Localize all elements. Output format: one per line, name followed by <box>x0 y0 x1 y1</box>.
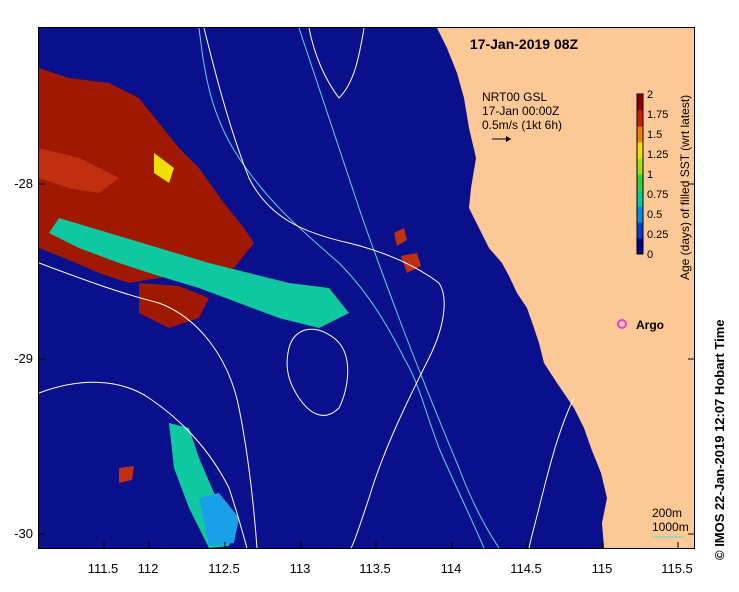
isobath-200m <box>198 28 485 548</box>
svg-text:200m: 200m <box>652 506 682 520</box>
x-tick-label: 114 <box>441 561 462 576</box>
map-panel[interactable]: 17-Jan-2019 08Z NRT00 GSL 17-Jan 00:00Z … <box>38 27 695 549</box>
axis-ticks <box>39 183 694 548</box>
y-tick-label: -30 <box>14 526 33 541</box>
svg-text:17-Jan 00:00Z: 17-Jan 00:00Z <box>482 104 559 118</box>
svg-text:1000m: 1000m <box>652 520 689 534</box>
sst-age-patches <box>39 68 421 548</box>
land-mass <box>437 28 694 548</box>
colorbar-segment <box>637 222 643 239</box>
colorbar-segment <box>637 142 643 159</box>
colorbar-tick-label: 0.5 <box>647 209 662 221</box>
colorbar-segment <box>637 190 643 207</box>
colorbar-tick-label: 1 <box>647 169 653 181</box>
y-tick-label: -28 <box>14 176 33 191</box>
colorbar-tick-label: 0.25 <box>647 229 668 241</box>
colorbar: 0 0.25 0.5 0.75 1 1.25 1.5 1.75 2 <box>636 89 668 261</box>
colorbar-segment <box>637 126 643 143</box>
map-title: 17-Jan-2019 08Z <box>470 36 579 52</box>
y-tick-label: -29 <box>14 351 33 366</box>
x-tick-label: 112 <box>138 561 159 576</box>
colorbar-segment <box>637 206 643 223</box>
colorbar-tick-label: 1.5 <box>647 129 662 141</box>
argo-marker[interactable]: Argo <box>617 318 664 332</box>
x-tick-label: 113.5 <box>359 561 391 576</box>
svg-text:Argo: Argo <box>636 318 664 332</box>
credit-text: © IMOS 22-Jan-2019 12:07 Hobart Time <box>712 319 727 560</box>
colorbar-tick-label: 0.75 <box>647 189 668 201</box>
colorbar-label: Age (days) of filled SST (wrt latest) <box>678 95 692 280</box>
bathymetry-legend: 200m 1000m <box>652 506 689 538</box>
colorbar-segment <box>637 94 643 111</box>
x-tick-label: 115 <box>592 561 613 576</box>
ssh-contours <box>39 28 575 548</box>
colorbar-segment <box>637 238 643 255</box>
colorbar-tick-label: 1.25 <box>647 149 668 161</box>
colorbar-tick-label: 1.75 <box>647 109 668 121</box>
svg-text:0.5m/s (1kt 6h): 0.5m/s (1kt 6h) <box>482 118 562 132</box>
sst-map: 17-Jan-2019 08Z NRT00 GSL 17-Jan 00:00Z … <box>39 28 694 548</box>
colorbar-tick-label: 2 <box>647 89 653 101</box>
svg-text:NRT00 GSL: NRT00 GSL <box>482 90 547 104</box>
x-tick-label: 114.5 <box>510 561 542 576</box>
colorbar-segment <box>637 174 643 191</box>
x-tick-label: 113 <box>290 561 311 576</box>
x-tick-label: 115.5 <box>661 561 693 576</box>
colorbar-tick-label: 0 <box>647 249 653 261</box>
current-legend: NRT00 GSL 17-Jan 00:00Z 0.5m/s (1kt 6h) <box>482 90 562 142</box>
x-tick-label: 112.5 <box>208 561 240 576</box>
colorbar-segment <box>637 110 643 127</box>
colorbar-segment <box>637 158 643 175</box>
x-tick-label: 111.5 <box>88 561 119 576</box>
